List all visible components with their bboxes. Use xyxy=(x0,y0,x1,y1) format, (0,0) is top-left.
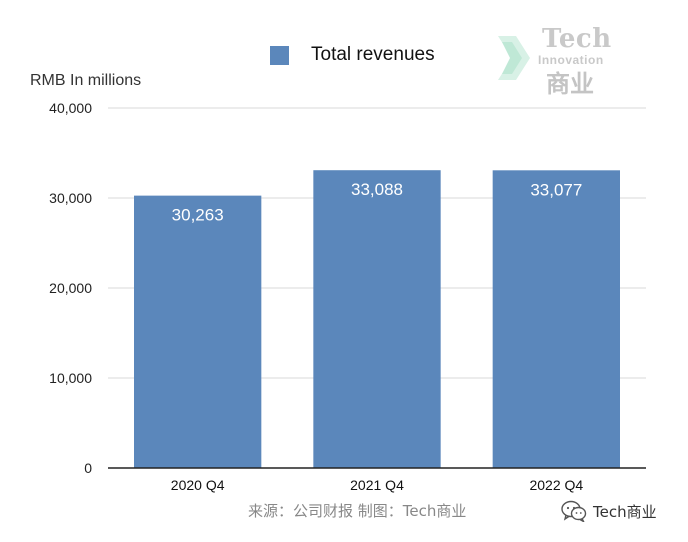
account-tag: Tech商业 xyxy=(561,500,657,522)
legend-swatch xyxy=(270,45,289,65)
account-name: Tech商业 xyxy=(593,502,657,521)
wechat-icon xyxy=(561,500,587,522)
y-tick-label: 30,000 xyxy=(49,190,92,206)
data-label: 33,077 xyxy=(530,180,582,199)
watermark-title: Tech xyxy=(542,24,612,54)
x-tick-label: 2021 Q4 xyxy=(350,477,404,493)
y-tick-label: 0 xyxy=(84,460,92,476)
y-tick-label: 20,000 xyxy=(49,280,92,296)
data-label: 33,088 xyxy=(351,180,403,199)
y-tick-label: 40,000 xyxy=(49,100,92,116)
tech-watermark-logo: Tech Innovation 商业 xyxy=(496,24,616,98)
legend-label: Total revenues xyxy=(311,44,435,65)
x-tick-label: 2022 Q4 xyxy=(529,477,583,493)
y-axis-unit-label: RMB In millions xyxy=(30,72,142,89)
x-tick-label: 2020 Q4 xyxy=(171,477,225,493)
watermark-cn: 商业 xyxy=(546,70,594,98)
bar xyxy=(134,195,262,468)
y-tick-label: 10,000 xyxy=(49,370,92,386)
chevron-logo-icon xyxy=(498,36,530,80)
watermark-subtitle: Innovation xyxy=(538,53,604,67)
bar xyxy=(313,170,441,468)
legend: Total revenues xyxy=(270,42,435,68)
data-label: 30,263 xyxy=(172,206,224,225)
bar xyxy=(492,170,620,468)
source-caption: 来源：公司财报 制图：Tech商业 xyxy=(248,502,467,520)
